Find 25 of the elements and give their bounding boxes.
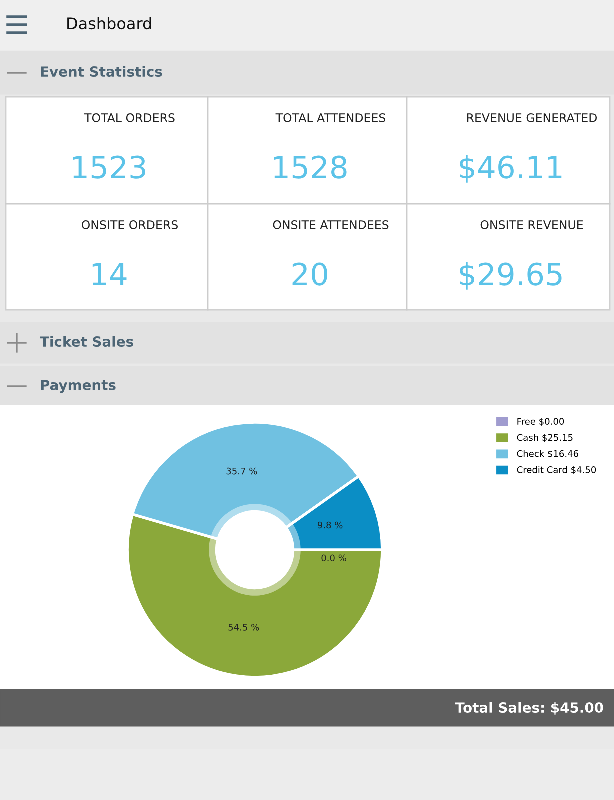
chart-title: Payments: [41, 380, 116, 394]
text: 0.0 %: [322, 554, 346, 562]
text: ONSITE ORDERS: [82, 220, 178, 230]
text: 20: [292, 262, 328, 286]
text: TOTAL ORDERS: [84, 113, 175, 122]
data-label: 35.7 %: [226, 468, 258, 475]
text: 1523: [73, 156, 146, 179]
text: Ticket Sales: [40, 336, 134, 348]
text: Total Sales: $45.00: [455, 702, 604, 715]
legend-label: Free $0.00: [518, 418, 564, 426]
data-label: 54.5 %: [228, 624, 260, 631]
legend-label: Cash $25.15: [517, 434, 573, 442]
text: Event Statistics: [41, 66, 162, 78]
data-label: 9.8 %: [318, 522, 343, 529]
legend-label: Credit Card $4.50: [517, 466, 596, 475]
legend-label: Check $16.46: [517, 450, 578, 458]
text: ONSITE ATTENDEES: [273, 220, 389, 230]
text: ONSITE REVENUE: [480, 220, 584, 230]
text: TOTAL ATTENDEES: [276, 113, 386, 122]
text: REVENUE GENERATED: [467, 113, 598, 122]
text: 1528: [274, 156, 347, 179]
text: $46.11: [460, 155, 562, 183]
text: 14: [92, 263, 127, 286]
text: Dashboard: [68, 17, 152, 30]
text: $29.65: [460, 262, 562, 290]
